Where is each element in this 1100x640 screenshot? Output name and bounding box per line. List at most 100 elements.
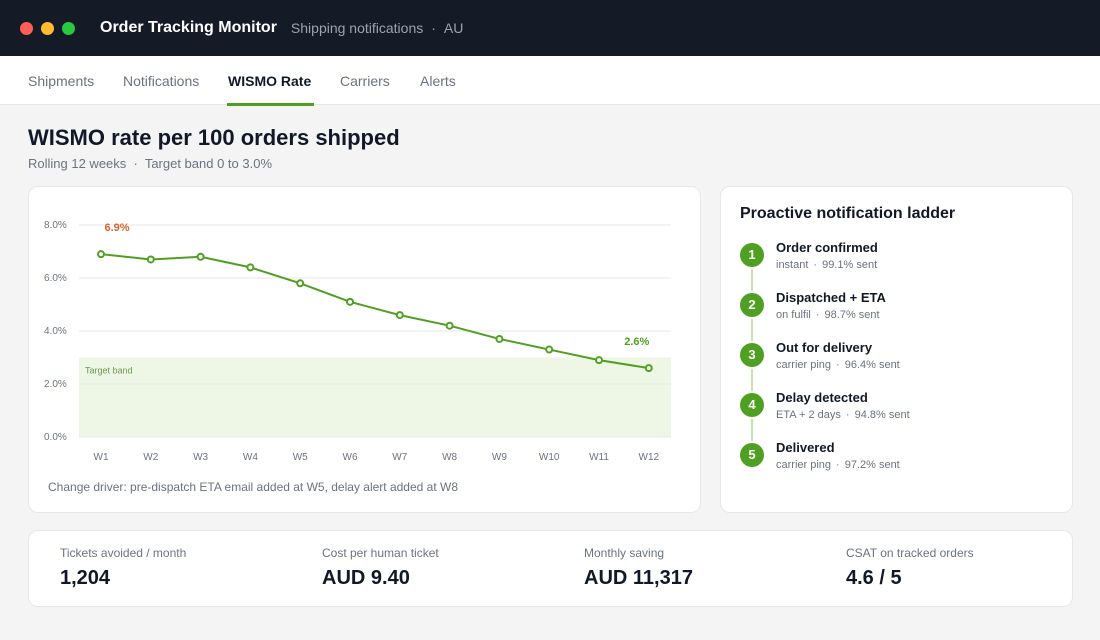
notification-ladder-card: Proactive notification ladder 1 Order co… [720,186,1073,513]
app-subtitle: Shipping notifications [290,20,424,36]
minimize-window-button[interactable] [41,21,54,35]
maximize-window-button[interactable] [62,21,75,35]
tab-bar: Shipments Notifications WISMO Rate Carri… [0,56,1100,106]
x-tick-label: W7 [392,452,407,463]
ladder-step: 3 Out for delivery carrier ping · 96.4% se… [740,340,1060,386]
x-tick-label: W4 [243,452,258,463]
title-separator: · [431,20,436,36]
x-tick-label: W5 [293,452,308,463]
step-sent-rate: 98.7% sent [824,309,880,321]
stat-label: Cost per human ticket [322,546,439,560]
data-point [644,364,653,373]
step-meta: instant · 99.1% sent [776,259,877,271]
region-label: AU [443,20,464,36]
ladder-step: 4 Delay detected ETA + 2 days · 94.8% sent [740,390,1060,436]
data-point [246,263,255,272]
y-tick-label: 2.0% [44,379,67,390]
data-point [395,311,404,320]
page-subtitle: Rolling 12 weeks · Target band 0 to 3.0% [28,156,273,171]
stat-value: AUD 11,317 [584,567,693,589]
tab-wismo-rate[interactable]: WISMO Rate [226,56,315,106]
meta-separator: · [836,359,840,371]
ladder-title: Proactive notification ladder [740,205,956,222]
stat-value: AUD 9.40 [322,567,410,589]
data-point [296,279,305,288]
tab-alerts[interactable]: Alerts [420,73,456,89]
target-band-label: Target band [85,366,133,376]
step-trigger: on fulfil [776,309,811,321]
title-bar: Order Tracking Monitor Shipping notifica… [0,0,1100,56]
step-meta: carrier ping · 96.4% sent [776,359,900,371]
step-trigger: carrier ping [776,459,832,471]
meta-separator: · [845,409,850,421]
savings-stats-card: Tickets avoided / month 1,204 Cost per h… [28,530,1073,607]
step-title: Dispatched + ETA [776,290,886,305]
step-title: Delay detected [776,390,868,405]
data-point [196,252,205,261]
app-title: Order Tracking Monitor [100,19,277,36]
data-point [97,250,105,259]
meta-separator: · [815,309,820,321]
y-tick-label: 0.0% [44,432,67,443]
data-point [146,255,155,264]
x-tick-label: W8 [442,452,457,463]
data-point [545,345,554,354]
ladder-step: 1 Order confirmed instant · 99.1% sent [740,240,1060,286]
data-label: 2.6% [624,336,649,348]
change-driver-note: Change driver: pre-dispatch ETA email ad… [48,480,458,494]
y-tick-label: 6.0% [44,273,67,284]
step-sent-rate: 99.1% sent [822,259,878,271]
ladder-step: 2 Dispatched + ETA on fulfil · 98.7% sent [740,290,1060,336]
tab-carriers[interactable]: Carriers [340,73,390,89]
step-number-badge: 1 [740,243,764,267]
step-trigger: ETA + 2 days [776,409,841,421]
data-point [595,356,603,365]
data-label: 6.9% [104,222,129,234]
step-title: Delivered [776,440,835,455]
x-tick-label: W10 [539,452,560,463]
series-line [100,253,649,370]
ladder-step: 5 Delivered carrier ping · 97.2% sent [740,440,1060,486]
step-title: Order confirmed [776,240,878,255]
step-number-badge: 4 [740,393,764,417]
stat-label: CSAT on tracked orders [846,546,974,560]
step-number-badge: 2 [740,293,764,317]
window-controls [20,21,75,35]
data-point [445,321,454,330]
page-title: WISMO rate per 100 orders shipped [28,125,400,150]
meta-separator: · [813,259,818,271]
close-window-button[interactable] [20,21,33,35]
stat-value: 1,204 [60,567,111,589]
y-tick-label: 8.0% [44,220,67,231]
x-tick-label: W12 [639,452,660,463]
step-sent-rate: 94.8% sent [854,409,910,421]
step-trigger: instant [776,259,809,271]
step-sent-rate: 96.4% sent [844,359,900,371]
step-trigger: carrier ping [776,359,832,371]
tab-shipments[interactable]: Shipments [28,73,95,89]
step-meta: carrier ping · 97.2% sent [776,459,900,471]
stat-value: 4.6 / 5 [846,567,902,589]
y-tick-label: 4.0% [44,326,67,337]
stat-label: Monthly saving [584,546,665,560]
wismo-chart-card: Target band 0.0% 2.0% 4.0% 6.0% 8.0% W1 W2 W3 W4 W… [28,186,701,513]
stat-label: Tickets avoided / month [60,546,187,560]
x-tick-label: W9 [492,452,507,463]
target-band [79,357,671,437]
meta-separator: · [836,459,840,471]
data-point [495,334,504,343]
tab-notifications[interactable]: Notifications [123,73,200,89]
x-tick-label: W3 [193,452,208,463]
data-point [346,297,354,306]
step-sent-rate: 97.2% sent [844,459,900,471]
step-number-badge: 3 [740,343,764,367]
wismo-line-chart: Target band 0.0% 2.0% 4.0% 6.0% 8.0% W1 W2 W3 W4 W… [44,220,671,463]
step-meta: on fulfil · 98.7% sent [776,309,880,321]
step-title: Out for delivery [776,340,873,355]
step-meta: ETA + 2 days · 94.8% sent [776,409,910,421]
x-tick-label: W2 [143,452,158,463]
x-tick-label: W6 [343,452,358,463]
step-number-badge: 5 [740,443,764,467]
x-tick-label: W1 [94,452,109,463]
x-tick-label: W11 [589,452,609,463]
